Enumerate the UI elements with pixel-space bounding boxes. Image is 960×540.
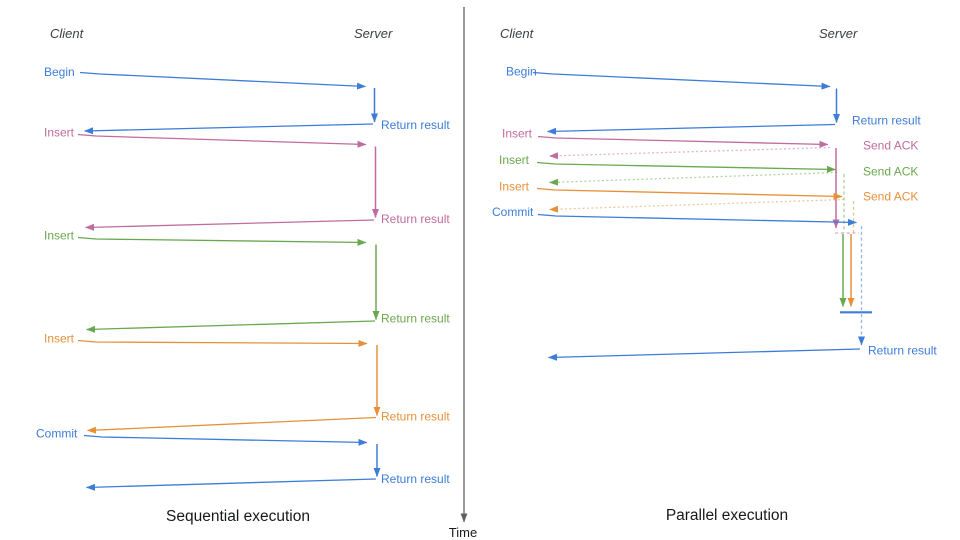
return-arrow: [548, 348, 861, 361]
send-ack-label: Send ACK: [863, 190, 918, 204]
client-lifeline-label: Client: [50, 26, 85, 41]
message-label: Commit: [492, 205, 534, 219]
request-arrow: [537, 213, 857, 226]
message-label: Insert: [499, 180, 530, 194]
return-result-label: Return result: [381, 312, 450, 326]
seq-message-insert-1: Insert Return result: [44, 126, 450, 231]
par-message-insert-1: Insert Send ACK: [502, 127, 918, 234]
return-result-label: Return result: [852, 114, 921, 128]
ack-arrow: [549, 171, 838, 186]
request-arrow: [79, 71, 366, 90]
message-label: Begin: [44, 65, 75, 79]
request-arrow: [536, 187, 843, 200]
message-label: Insert: [44, 229, 75, 243]
message-label: Begin: [506, 65, 537, 79]
panel-title-sequential: Sequential execution: [166, 508, 310, 525]
request-arrow: [83, 434, 368, 446]
return-arrow: [87, 416, 377, 434]
return-result-label: Return result: [381, 212, 450, 226]
server-lifeline-label: Server: [819, 26, 858, 41]
time-axis: Time: [449, 7, 477, 540]
par-message-insert-2: Insert Send ACK: [499, 153, 918, 307]
par-message-commit: Commit Return result: [492, 205, 937, 361]
send-ack-label: Send ACK: [863, 165, 918, 179]
return-result-label: Return result: [381, 472, 450, 486]
request-arrow: [537, 135, 829, 148]
return-result-label: Return result: [381, 118, 450, 132]
sequential-panel: Client Server Begin Return result Insert…: [36, 26, 450, 525]
request-arrow: [77, 236, 367, 246]
seq-message-insert-2: Insert Return result: [44, 229, 450, 333]
return-arrow: [547, 123, 836, 135]
return-result-label: Return result: [868, 344, 937, 358]
return-arrow: [86, 320, 376, 333]
parallel-panel: Client Server Begin Return result Insert…: [492, 26, 937, 524]
return-arrow: [86, 478, 377, 491]
ack-arrow: [549, 146, 831, 160]
request-arrow: [536, 161, 836, 173]
message-label: Insert: [499, 153, 530, 167]
request-arrow: [77, 339, 368, 347]
seq-message-insert-3: Insert Return result: [44, 332, 450, 434]
server-lifeline-label: Server: [354, 26, 393, 41]
return-result-label: Return result: [381, 410, 450, 424]
panel-title-parallel: Parallel execution: [666, 507, 788, 524]
return-arrow: [84, 123, 374, 135]
return-arrow: [85, 219, 375, 231]
client-lifeline-label: Client: [500, 26, 535, 41]
message-label: Insert: [44, 332, 75, 346]
par-message-insert-3: Insert Send ACK: [499, 180, 918, 307]
message-label: Insert: [44, 126, 75, 140]
seq-message-begin: Begin Return result: [44, 65, 450, 135]
send-ack-label: Send ACK: [863, 139, 918, 153]
request-arrow: [77, 133, 367, 148]
message-label: Insert: [502, 127, 533, 141]
time-axis-label: Time: [449, 525, 477, 540]
seq-message-commit: Commit Return result: [36, 427, 450, 491]
message-label: Commit: [36, 427, 78, 441]
request-arrow: [532, 71, 831, 90]
par-message-begin: Begin Return result: [506, 65, 921, 135]
ack-arrow: [549, 198, 845, 213]
